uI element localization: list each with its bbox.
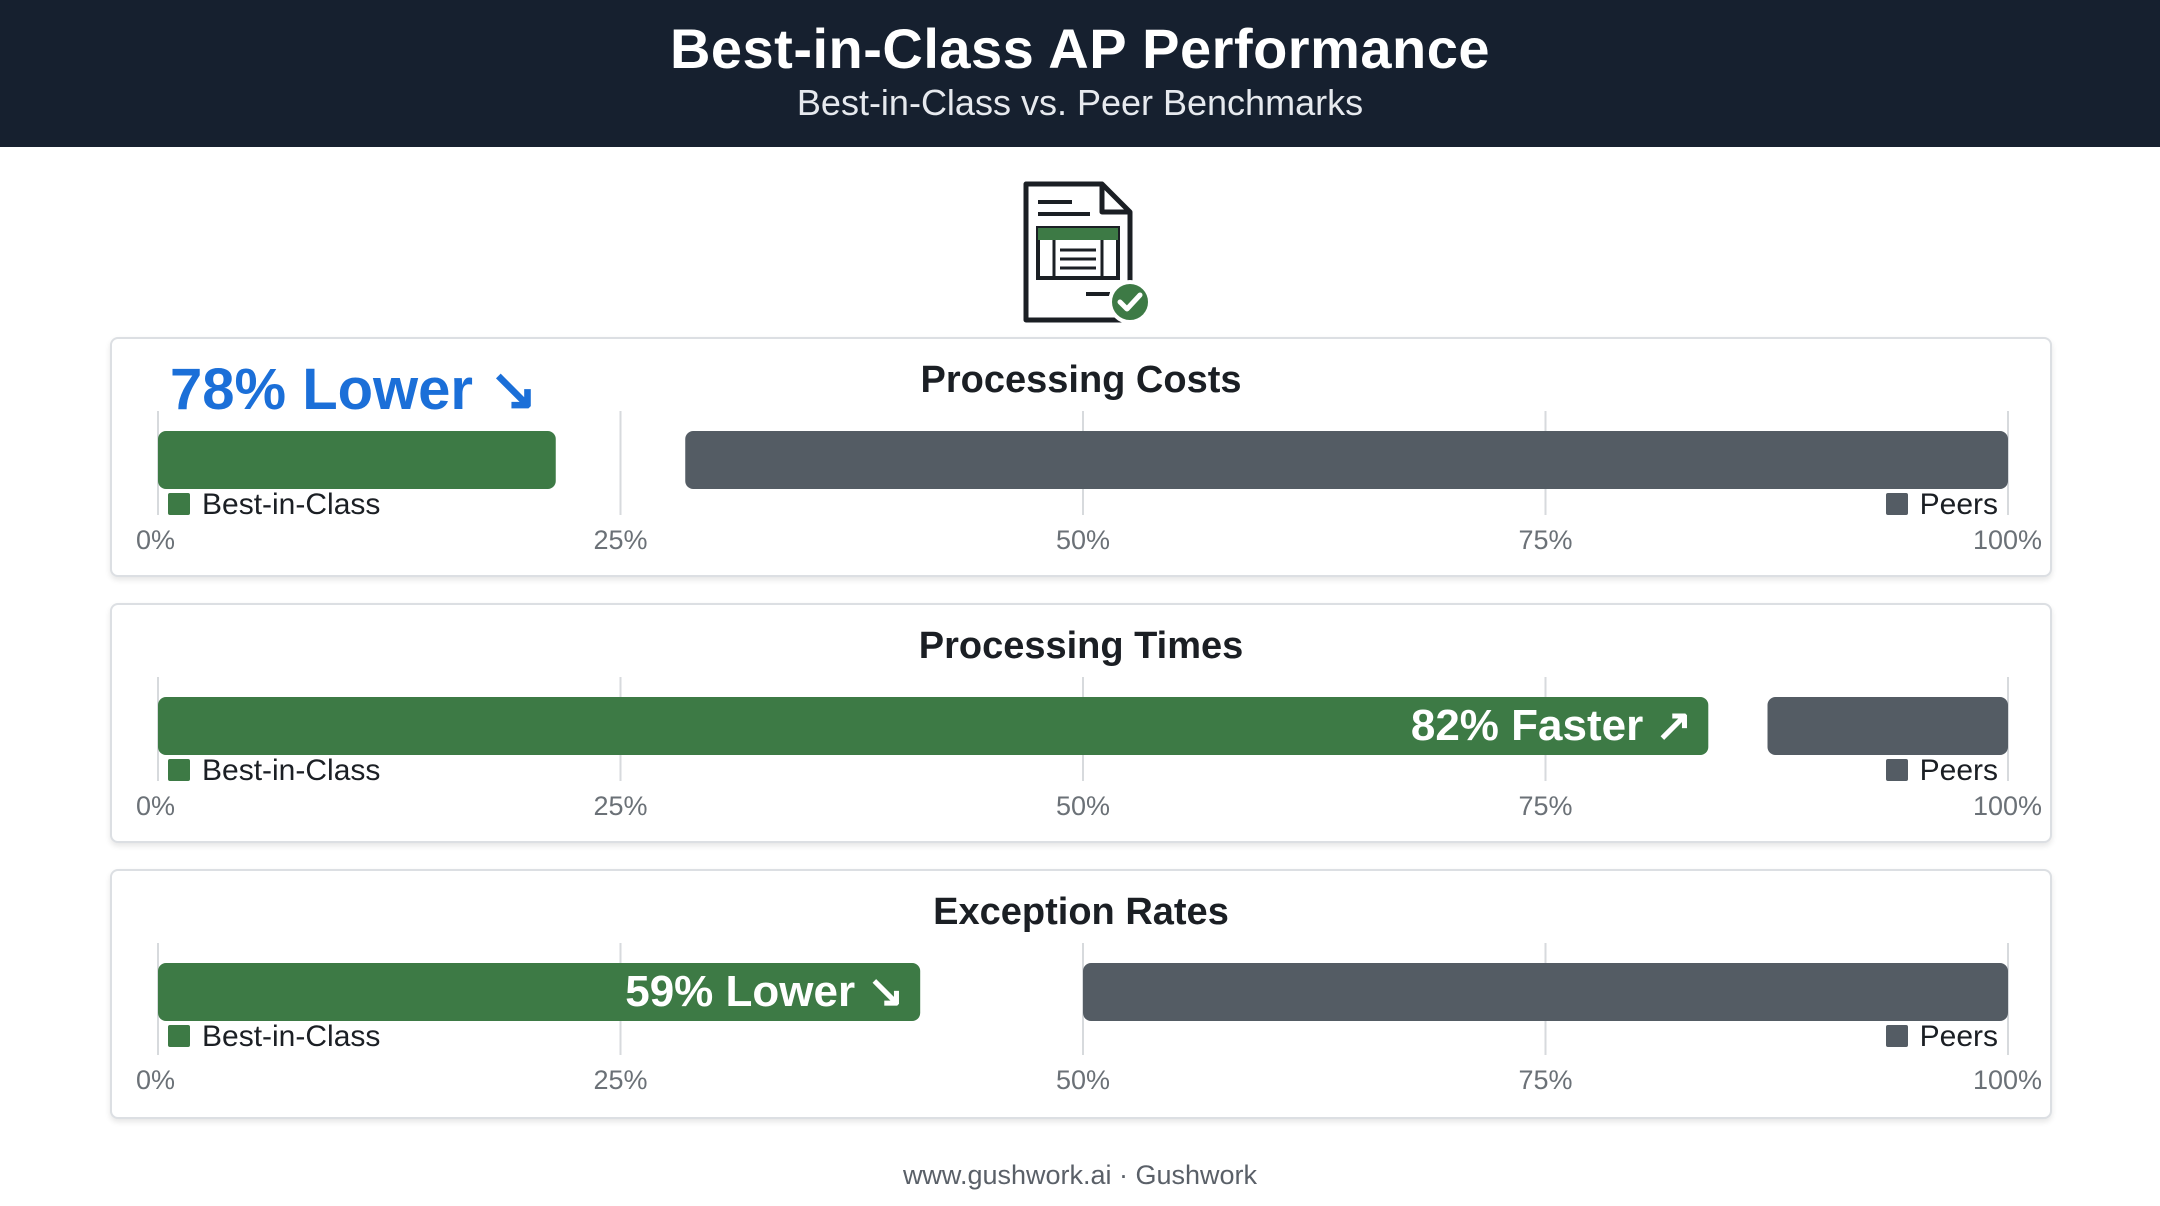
peers-bar: [685, 431, 2008, 489]
peers-legend-label: Peers: [1920, 1020, 1998, 1053]
callout-label: 78% Lower ↘: [170, 357, 538, 422]
processing-costs-panel: Processing Costs 0% 25% 50% 75% 100% Best-in-…: [110, 337, 2052, 577]
x-tick-label: 25%: [593, 1065, 647, 1095]
exception-rates-chart: 0% 25% 50% 75% 100% Best-in-Class Peers 59% Low…: [136, 943, 2042, 1095]
footer-credit: www.gushwork.ai · Gushwork: [902, 1160, 1258, 1190]
x-tick-label: 0%: [136, 525, 175, 555]
peers-bar: [1083, 963, 2008, 1021]
chart-title: Processing Costs: [920, 359, 1242, 401]
callout-label: 82% Faster ↗: [1411, 701, 1692, 750]
best-in-class-legend-swatch: [168, 1025, 190, 1047]
callout-label: 59% Lower ↘: [625, 967, 904, 1016]
x-tick-label: 75%: [1518, 1065, 1572, 1095]
x-tick-label: 0%: [136, 791, 175, 821]
best-in-class-legend-swatch: [168, 759, 190, 781]
best-in-class-bar: [158, 963, 921, 1021]
best-in-class-legend-swatch: [168, 493, 190, 515]
peers-legend-swatch: [1886, 1025, 1908, 1047]
x-tick-label: 100%: [1973, 791, 2042, 821]
x-tick-label: 50%: [1056, 525, 1110, 555]
peers-legend-swatch: [1886, 493, 1908, 515]
x-tick-label: 50%: [1056, 791, 1110, 821]
chart-title: Exception Rates: [933, 891, 1229, 933]
best-in-class-legend-label: Best-in-Class: [202, 1020, 380, 1053]
exception-rates-panel: Exception Rates 0% 25% 50% 75% 100% Best-in-C…: [110, 869, 2052, 1119]
processing-times-panel: Processing Times 0% 25% 50% 75% 100% Best-in-…: [110, 603, 2052, 843]
x-tick-label: 25%: [593, 525, 647, 555]
x-tick-label: 100%: [1973, 525, 2042, 555]
best-in-class-bar: [158, 697, 1709, 755]
processing-costs-chart: 0% 25% 50% 75% 100% Best-in-Class Peers 78% Low…: [136, 357, 2042, 555]
x-tick-label: 0%: [136, 1065, 175, 1095]
x-tick-label: 100%: [1973, 1065, 2042, 1095]
best-in-class-bar: [158, 431, 556, 489]
peers-bar: [1767, 697, 2008, 755]
peers-legend-swatch: [1886, 759, 1908, 781]
peers-legend-label: Peers: [1920, 488, 1998, 521]
x-tick-label: 25%: [593, 791, 647, 821]
chart-title: Processing Times: [918, 625, 1244, 667]
best-in-class-legend-label: Best-in-Class: [202, 488, 380, 521]
x-tick-label: 75%: [1518, 525, 1572, 555]
processing-times-chart: 0% 25% 50% 75% 100% Best-in-Class Peers 82% Fas…: [136, 677, 2042, 821]
page-subtitle: Best-in-Class vs. Peer Benchmarks: [796, 82, 1364, 123]
header-banner: Best-in-Class AP Performance Best-in-Cla…: [0, 0, 2160, 147]
peers-legend-label: Peers: [1920, 754, 1998, 787]
document-spreadsheet-check-icon: [1023, 181, 1152, 324]
x-tick-label: 50%: [1056, 1065, 1110, 1095]
best-in-class-legend-label: Best-in-Class: [202, 754, 380, 787]
x-tick-label: 75%: [1518, 791, 1572, 821]
page-title: Best-in-Class AP Performance: [669, 17, 1491, 80]
